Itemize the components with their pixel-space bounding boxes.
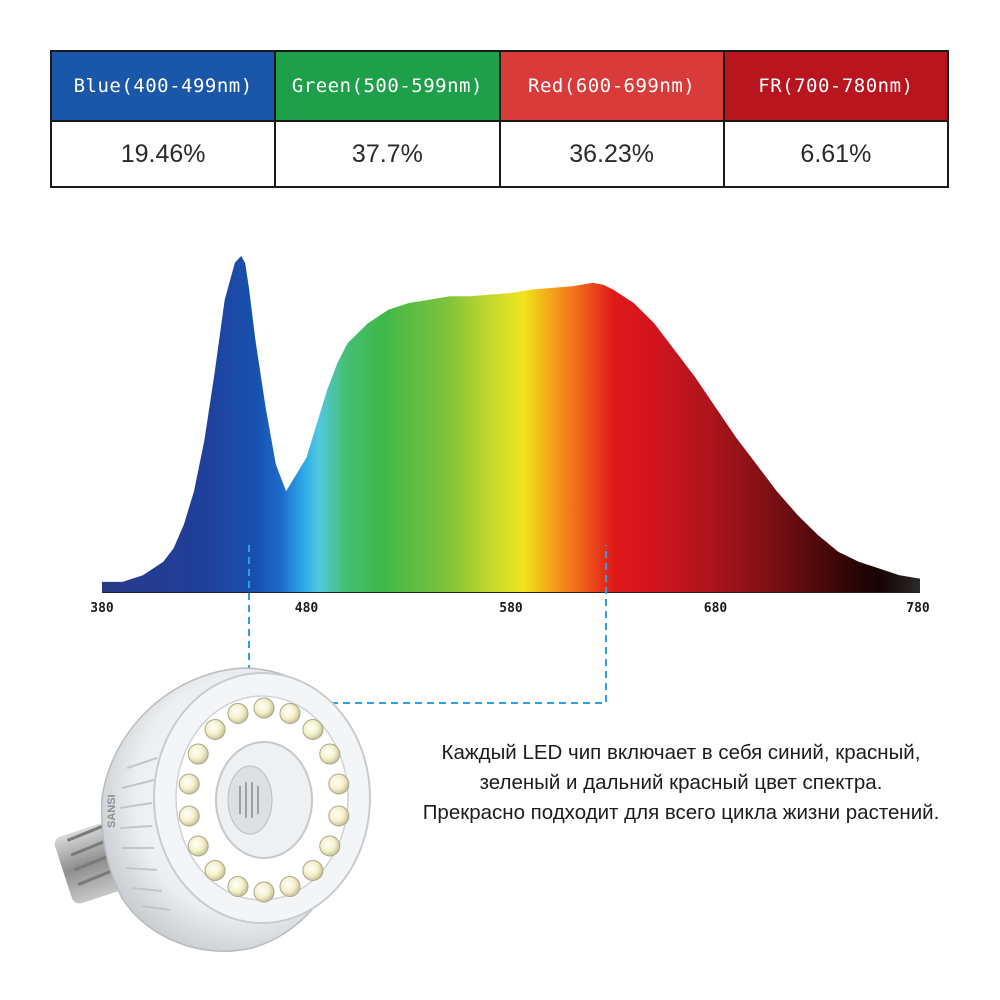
table-header-green: Green(500-599nm) [276,52,499,120]
caption-line-1: Каждый LED чип включает в себя синий, кр… [441,741,921,764]
x-tick-label-380: 380 [90,601,114,616]
spectrum-chart: 380 480 580 680 780 [90,256,930,616]
led-chip [253,881,275,903]
x-tick-label-780: 780 [906,601,930,616]
led-bulb-image: SANSI [54,667,371,952]
heat-fins [119,757,171,911]
caption: Каждый LED чип включает в себя синий, кр… [372,738,990,828]
led-chip [328,773,350,795]
table-header-far-red: FR(700-780nm) [724,52,947,120]
led-chip [187,743,209,765]
led-chip [302,860,324,881]
table-value-far-red: 6.61% [724,122,947,186]
led-chip [227,703,249,724]
led-chip [319,835,341,857]
table-value-blue: 19.46% [52,122,275,186]
led-chip [187,835,209,857]
led-chip [178,805,200,827]
table-header-red: Red(600-699nm) [500,52,723,120]
caption-line-2: зеленый и дальний красный цвет спектра. [479,771,883,794]
led-chip [328,805,350,827]
led-chip [204,719,226,740]
x-tick-label-680: 680 [704,601,728,616]
led-chips [178,697,350,903]
vent-slots [239,782,259,818]
led-chip [204,860,226,881]
spectrum-area [102,256,920,592]
led-chip [227,876,249,897]
table-value-red: 36.23% [500,122,723,186]
table-value-green: 37.7% [276,122,499,186]
dashed-connector [248,545,607,704]
led-chip [279,876,301,897]
table-header-blue: Blue(400-499nm) [52,52,275,120]
caption-line-3: Прекрасно подходит для всего цикла жизни… [422,801,940,824]
brand-label: SANSI [106,794,118,828]
led-chip [253,697,275,719]
x-tick-label-580: 580 [499,601,523,616]
led-chip [178,773,200,795]
x-tick-label-480: 480 [295,601,319,616]
connector-line [248,545,607,704]
led-chip [302,719,324,740]
led-chip [319,743,341,765]
spectrum-table: Blue(400-499nm) Green(500-599nm) Red(600… [50,50,949,188]
led-chip [279,703,301,724]
